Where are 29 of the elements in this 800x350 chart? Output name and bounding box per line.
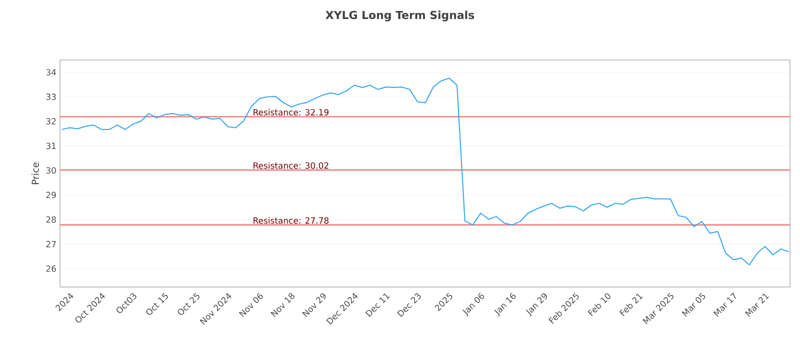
x-tick-label: Feb 21: [619, 294, 643, 316]
y-tick-label: 26: [46, 265, 56, 272]
ref-line-label: Resistance: 32.19: [254, 108, 329, 116]
y-tick-label: 32: [46, 118, 56, 125]
y-tick-label: 33: [46, 94, 56, 100]
x-tick-label: Nov 18: [270, 293, 294, 318]
y-tick-label: 34: [46, 69, 56, 76]
ref-line-label: Resistance: 27.78: [254, 217, 329, 224]
x-tick-label: Jan 29: [526, 293, 547, 317]
y-tick-label: 27: [46, 240, 56, 248]
x-tick-label: Dec 11: [365, 294, 390, 317]
x-tick-label: Jan 06: [462, 292, 484, 317]
x-tick-label: Oct 25: [178, 292, 200, 315]
chart-title: XYLG Long Term Signals: [326, 10, 474, 22]
x-tick-label: Mar 21: [744, 294, 770, 317]
y-tick-label: 28: [46, 216, 56, 223]
x-tick-label: Oct 15: [146, 292, 168, 315]
x-tick-label: Mar 17: [713, 292, 736, 317]
x-tick-label: Jan 16: [494, 292, 516, 317]
x-tick-label: Dec 23: [397, 293, 421, 317]
y-axis-title: Price: [32, 162, 39, 184]
x-tick-label: Feb 10: [588, 293, 610, 316]
x-tick-label: Nov 06: [238, 292, 263, 318]
ref-line-label: Resistance: 30.02: [254, 162, 328, 169]
x-tick-label: Nov 29: [302, 293, 326, 318]
y-tick-label: 31: [46, 142, 56, 150]
y-tick-label: 30: [46, 167, 56, 174]
x-tick-label: Mar 05: [682, 292, 706, 317]
y-tick-label: 29: [46, 192, 56, 198]
